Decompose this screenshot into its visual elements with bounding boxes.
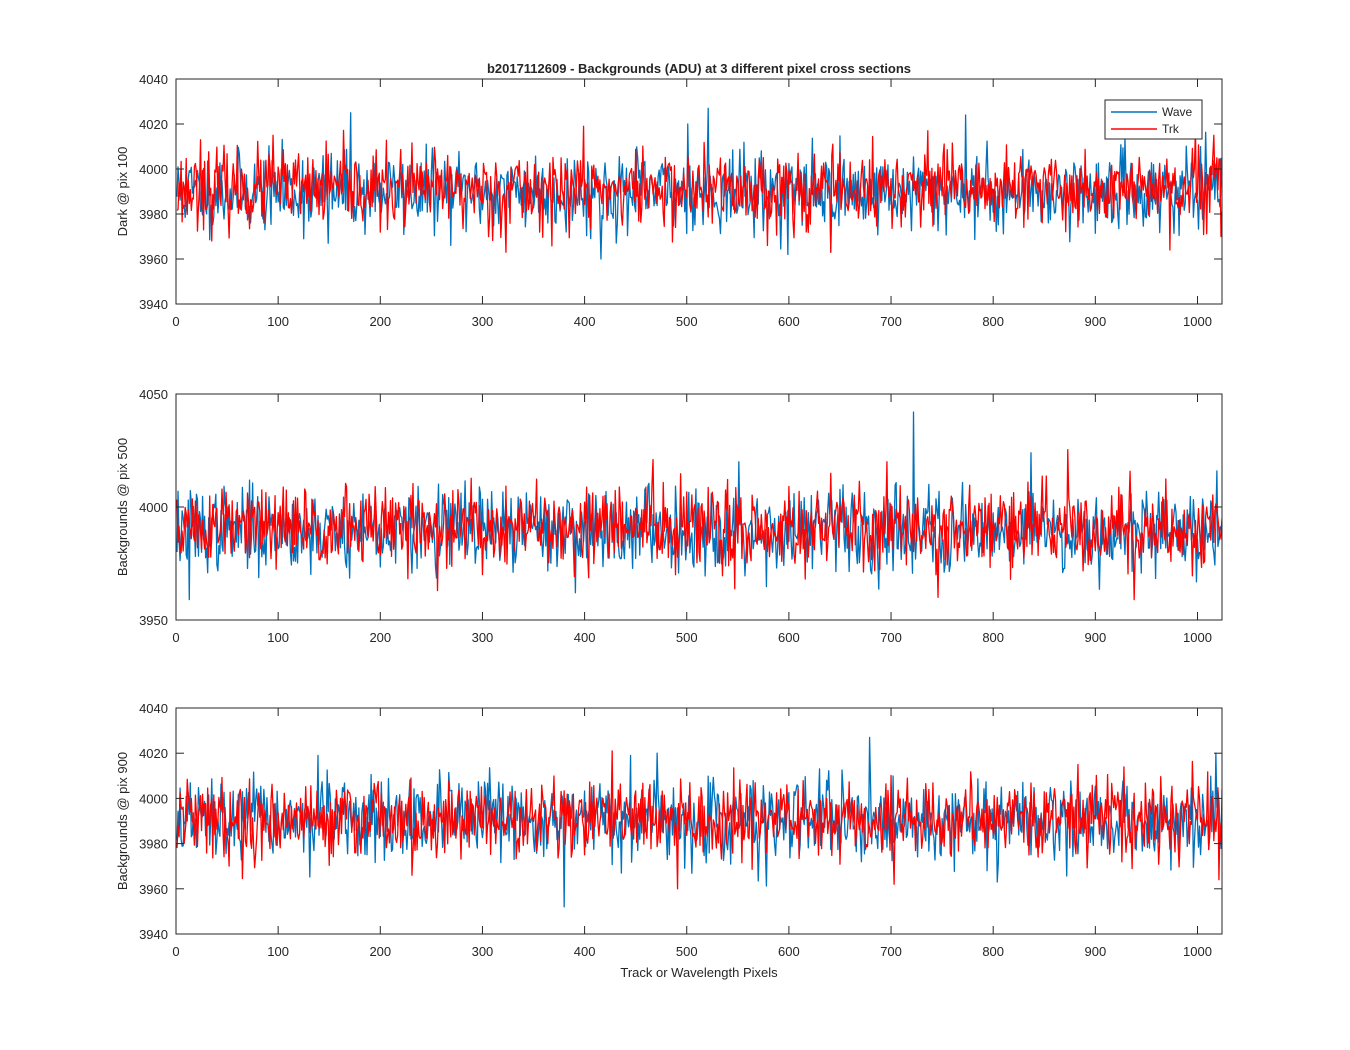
x-tick-label: 100 bbox=[267, 314, 289, 329]
y-tick-label: 4000 bbox=[139, 500, 168, 515]
y-tick-label: 4050 bbox=[139, 387, 168, 402]
x-tick-label: 800 bbox=[982, 630, 1004, 645]
x-tick-label: 800 bbox=[982, 944, 1004, 959]
x-tick-label: 700 bbox=[880, 630, 902, 645]
y-tick-label: 4000 bbox=[139, 162, 168, 177]
x-tick-label: 800 bbox=[982, 314, 1004, 329]
x-tick-label: 200 bbox=[369, 314, 391, 329]
x-tick-label: 700 bbox=[880, 314, 902, 329]
subplot-backgrounds-pix-500: 0 100 200 300 400 500 600 700 800 900 1000 3950 4000… bbox=[115, 387, 1223, 645]
axes-frame bbox=[175, 707, 1223, 935]
y-tick-label: 4000 bbox=[139, 791, 168, 806]
x-tick-label: 500 bbox=[676, 630, 698, 645]
y-tick-label: 3980 bbox=[139, 207, 168, 222]
x-tick-label: 500 bbox=[676, 314, 698, 329]
x-tick-label: 600 bbox=[778, 630, 800, 645]
y-tick-label: 3960 bbox=[139, 252, 168, 267]
y-tick-label: 4040 bbox=[139, 72, 168, 87]
x-tick-label: 100 bbox=[267, 630, 289, 645]
x-axis-label: Track or Wavelength Pixels bbox=[620, 965, 778, 980]
x-tick-label: 900 bbox=[1084, 944, 1106, 959]
y-axis-label: Backgrounds @ pix 500 bbox=[115, 438, 130, 576]
legend-trk-label: Trk bbox=[1162, 122, 1180, 136]
x-tick-label: 300 bbox=[472, 944, 494, 959]
x-tick-label: 400 bbox=[574, 314, 596, 329]
figure-title: b2017112609 - Backgrounds (ADU) at 3 dif… bbox=[487, 61, 911, 76]
series-line-trk bbox=[176, 750, 1222, 890]
y-tick-label: 4020 bbox=[139, 117, 168, 132]
y-tick-label: 3940 bbox=[139, 927, 168, 942]
x-tick-label: 400 bbox=[574, 630, 596, 645]
x-tick-label: 0 bbox=[172, 314, 179, 329]
y-axis-label: Dark @ pix 100 bbox=[115, 147, 130, 237]
y-tick-label: 3950 bbox=[139, 613, 168, 628]
x-tick-label: 200 bbox=[369, 944, 391, 959]
subplot-backgrounds-pix-900: 0 100 200 300 400 500 600 700 800 900 1000 3940 3960… bbox=[115, 701, 1223, 959]
x-tick-label: 600 bbox=[778, 314, 800, 329]
legend-box bbox=[1104, 99, 1203, 140]
x-tick-label: 0 bbox=[172, 630, 179, 645]
x-tick-label: 600 bbox=[778, 944, 800, 959]
x-tick-label: 300 bbox=[472, 630, 494, 645]
x-tick-label: 500 bbox=[676, 944, 698, 959]
x-tick-label: 400 bbox=[574, 944, 596, 959]
x-tick-label: 1000 bbox=[1183, 630, 1212, 645]
y-tick-label: 3960 bbox=[139, 882, 168, 897]
x-tick-label: 100 bbox=[267, 944, 289, 959]
x-tick-label: 0 bbox=[172, 944, 179, 959]
legend-wave-label: Wave bbox=[1162, 105, 1193, 119]
x-tick-label: 200 bbox=[369, 630, 391, 645]
series-line-trk bbox=[176, 449, 1222, 601]
y-tick-label: 3940 bbox=[139, 297, 168, 312]
y-axis-label: Backgrounds @ pix 900 bbox=[115, 752, 130, 890]
x-tick-label: 900 bbox=[1084, 314, 1106, 329]
subplot-dark-pix-100: 0 100 200 300 400 500 600 700 800 900 1000 3940 3960… bbox=[115, 72, 1223, 329]
y-tick-label: 4040 bbox=[139, 701, 168, 716]
axes-frame bbox=[175, 78, 1223, 305]
x-tick-label: 1000 bbox=[1183, 314, 1212, 329]
x-tick-label: 1000 bbox=[1183, 944, 1212, 959]
x-tick-label: 300 bbox=[472, 314, 494, 329]
y-tick-label: 4020 bbox=[139, 746, 168, 761]
series-line-trk bbox=[176, 125, 1222, 253]
x-tick-label: 900 bbox=[1084, 630, 1106, 645]
y-tick-label: 3980 bbox=[139, 837, 168, 852]
x-tick-label: 700 bbox=[880, 944, 902, 959]
series-line-wave bbox=[176, 107, 1222, 260]
legend[interactable]: Wave Trk bbox=[1104, 99, 1203, 140]
